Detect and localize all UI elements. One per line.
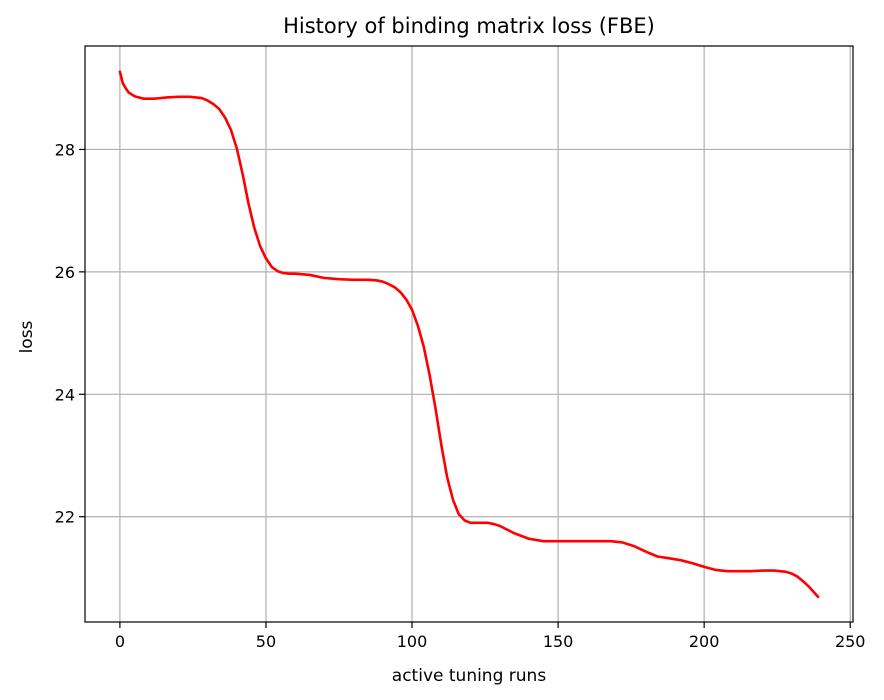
x-tick-label: 0 — [115, 632, 125, 651]
grid-lines — [85, 46, 853, 622]
axis-ticks: 0 50 100 150 200 250 22 24 26 28 — [55, 140, 866, 651]
x-tick-label: 250 — [835, 632, 866, 651]
x-tick-label: 150 — [543, 632, 574, 651]
x-tick-label: 100 — [397, 632, 428, 651]
y-tick-label: 24 — [55, 385, 75, 404]
x-tick-label: 200 — [689, 632, 720, 651]
data-series — [118, 70, 820, 599]
y-tick-label: 22 — [55, 508, 75, 527]
y-tick-label: 28 — [55, 140, 75, 159]
x-axis-label: active tuning runs — [392, 666, 547, 686]
y-tick-label: 26 — [55, 263, 75, 282]
chart-title: History of binding matrix loss (FBE) — [283, 14, 655, 38]
x-tick-label: 50 — [256, 632, 276, 651]
y-axis-label: loss — [17, 320, 37, 353]
loss-series-line — [118, 70, 820, 599]
plot-frame — [84, 45, 854, 623]
